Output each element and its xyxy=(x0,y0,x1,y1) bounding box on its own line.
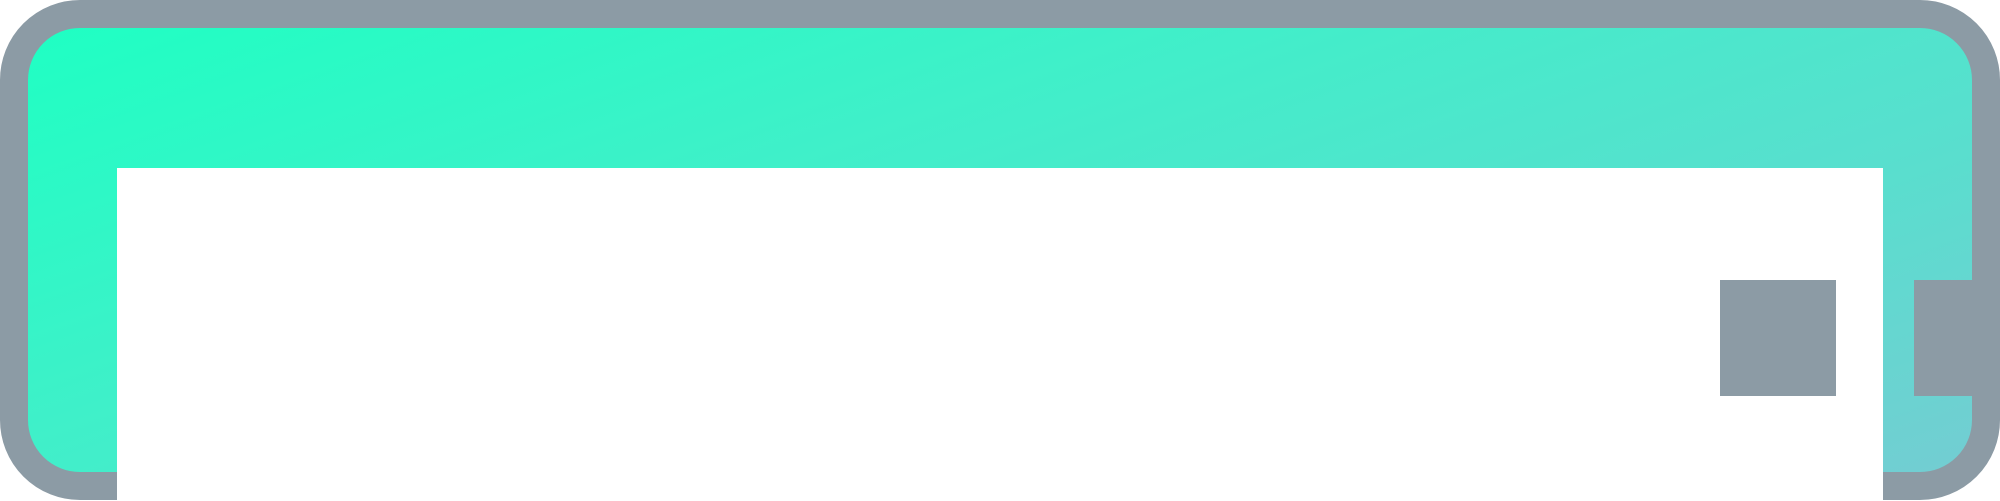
status-indicator-icon xyxy=(1914,280,2000,396)
device-screen-panel xyxy=(117,168,1883,501)
status-indicator-icon xyxy=(1720,280,1836,396)
